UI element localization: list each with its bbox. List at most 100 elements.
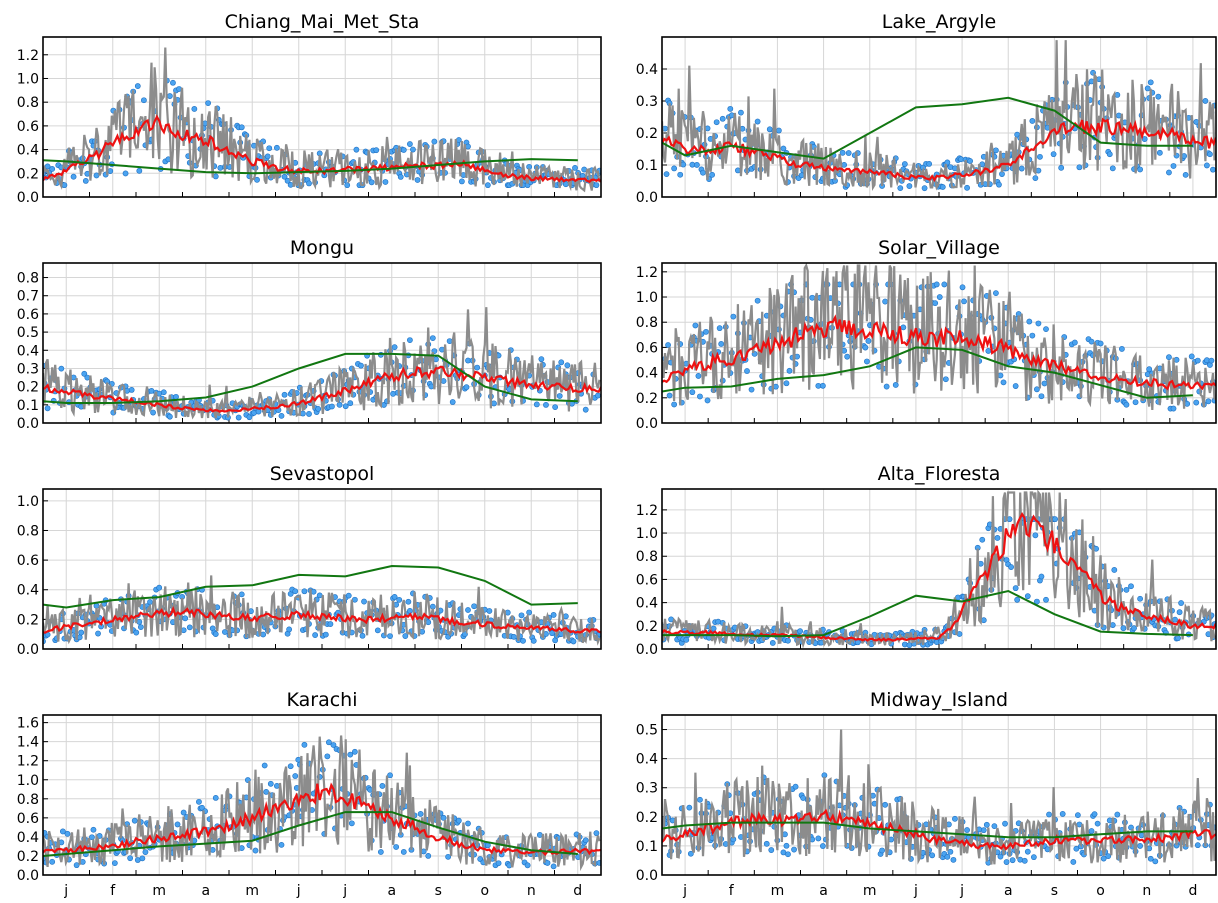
obs-point [718, 341, 725, 347]
obs-point [882, 801, 889, 808]
obs-point [694, 162, 700, 168]
obs-point [373, 147, 380, 154]
obs-point [596, 859, 601, 866]
obs-point [1012, 383, 1019, 389]
obs-point [730, 313, 737, 320]
axes-frame [42, 262, 602, 424]
obs-point [1170, 163, 1177, 169]
y-tick-label: 0.0 [17, 642, 39, 658]
obs-point [1088, 828, 1095, 834]
obs-point [1114, 811, 1121, 818]
y-tick-label: 0.4 [636, 752, 658, 768]
obs-point [839, 149, 846, 156]
obs-point [336, 401, 343, 408]
y-tick-label: 0.0 [17, 868, 39, 884]
plot-area [43, 307, 601, 421]
obs-point [1131, 625, 1137, 632]
x-tick-label: j [913, 883, 918, 899]
obs-point [775, 127, 782, 134]
obs-point [292, 773, 299, 779]
obs-point [396, 596, 403, 603]
y-tick-label: 0.8 [636, 315, 658, 331]
obs-point [1043, 326, 1049, 333]
obs-point [936, 294, 943, 300]
obs-point [281, 391, 288, 398]
obs-point [463, 384, 470, 391]
y-tick-label: 0.2 [636, 810, 658, 826]
obs-point [353, 146, 360, 153]
obs-point [391, 344, 398, 351]
obs-point [864, 358, 870, 365]
obs-point [671, 165, 678, 172]
obs-point [160, 389, 167, 396]
y-tick-label: 1.6 [17, 716, 39, 732]
obs-point [379, 783, 386, 789]
obs-point [665, 342, 671, 348]
obs-point [397, 173, 404, 180]
obs-point [266, 145, 273, 152]
obs-point [763, 840, 770, 847]
panel-chiang-mai-met-sta: Chiang_Mai_Met_Sta 0.0 0.2 0.4 0.6 0.8 1.0 1.2 [17, 11, 602, 206]
obs-point [1105, 853, 1112, 860]
obs-point [486, 608, 493, 614]
obs-point [1146, 366, 1153, 373]
obs-point [785, 851, 791, 858]
x-tick-label: f [729, 883, 735, 899]
smoothed-line [43, 605, 601, 634]
obs-point [1152, 858, 1159, 865]
x-tick-label: j [682, 883, 687, 899]
obs-point [980, 827, 987, 834]
y-tick-label: 1.4 [17, 735, 39, 751]
panel-title: Lake_Argyle [882, 11, 997, 33]
obs-point [324, 753, 331, 760]
obs-point [704, 397, 711, 404]
obs-point [361, 598, 367, 605]
obs-point [351, 596, 358, 603]
obs-point [1026, 318, 1033, 325]
obs-point [524, 862, 531, 869]
obs-point [1193, 399, 1200, 406]
obs-point [445, 853, 452, 860]
obs-point [274, 783, 280, 789]
obs-point [666, 392, 673, 399]
y-tick-label: 0.0 [636, 416, 658, 432]
obs-point [921, 185, 928, 192]
obs-point [131, 817, 138, 824]
y-tick-label: 0.4 [17, 583, 39, 599]
y-tick-label: 1.2 [17, 754, 39, 770]
y-tick-label: 0.6 [17, 307, 39, 323]
obs-point [281, 173, 288, 180]
obs-point [967, 158, 974, 164]
panel-title: Mongu [290, 237, 354, 259]
obs-point [1032, 532, 1039, 539]
x-tick-label: s [1051, 883, 1058, 899]
obs-point [1094, 820, 1101, 827]
obs-point [683, 636, 690, 643]
obs-point [593, 830, 600, 837]
y-tick-label: 0.0 [17, 190, 39, 206]
obs-point [471, 603, 478, 610]
obs-point [81, 370, 88, 377]
obs-point [952, 815, 958, 822]
obs-point [325, 739, 332, 746]
y-tick-label: 0.6 [17, 553, 39, 569]
obs-point [1138, 832, 1145, 839]
obs-point [1155, 93, 1162, 100]
obs-point [663, 171, 670, 178]
y-tick-label: 0.4 [17, 143, 39, 159]
obs-point [122, 170, 129, 177]
x-tick-label: j [342, 883, 347, 899]
y-tick-label: 0.0 [636, 190, 658, 206]
obs-point [687, 850, 694, 857]
obs-point [941, 281, 948, 288]
obs-point [1037, 153, 1043, 160]
obs-point [387, 772, 393, 779]
plot-area [662, 489, 1216, 649]
obs-point [196, 798, 202, 805]
obs-point [697, 796, 703, 803]
obs-point [246, 414, 253, 421]
obs-point [996, 181, 1002, 188]
x-tick-label: a [819, 883, 828, 899]
obs-point [1018, 165, 1025, 172]
